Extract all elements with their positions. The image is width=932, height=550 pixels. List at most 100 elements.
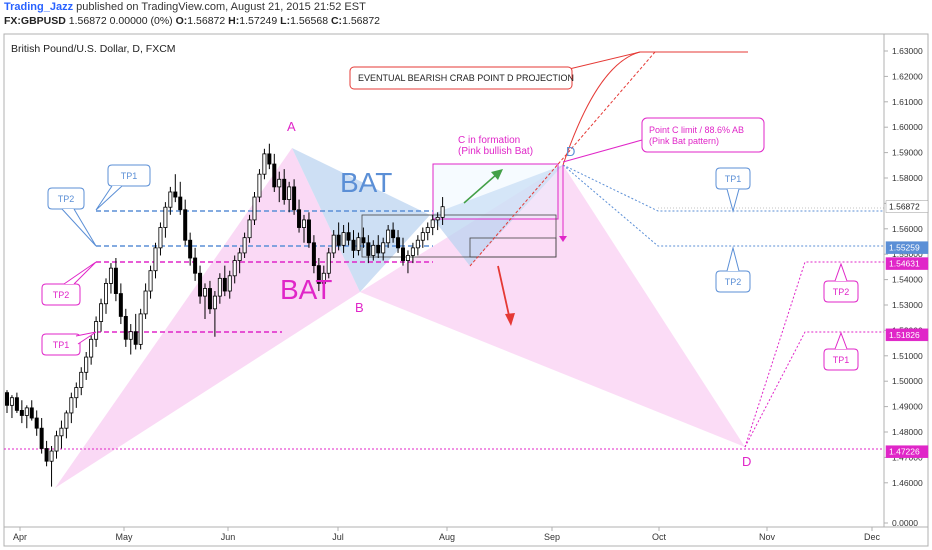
red-callout-leader	[564, 51, 641, 71]
candle	[321, 265, 326, 294]
x-tick-label: Sep	[544, 532, 560, 542]
candle	[252, 191, 257, 225]
y-tick-label: 1.53000	[892, 300, 923, 310]
low-value: 1.56568	[290, 15, 329, 27]
price-axis-label: 1.56872	[885, 200, 929, 213]
candle	[14, 392, 19, 413]
point-d-blue-label: D	[566, 144, 575, 159]
candle	[386, 224, 391, 248]
candle	[430, 214, 435, 236]
y-tick-label: 1.60000	[892, 122, 923, 132]
close-label: C:	[330, 15, 343, 27]
candle	[410, 242, 415, 264]
high-value: 1.57249	[239, 15, 278, 27]
x-tick-label: Nov	[759, 532, 776, 542]
candle	[217, 273, 222, 304]
candle	[64, 410, 69, 439]
candle	[356, 232, 361, 256]
candle	[138, 308, 143, 350]
open-label: O:	[175, 15, 188, 27]
tp1-blue-right-callout: TP1	[715, 167, 751, 213]
candle	[207, 280, 212, 314]
candle	[193, 247, 198, 281]
candle	[39, 418, 44, 454]
candle	[297, 199, 302, 233]
candle	[74, 382, 79, 408]
svg-text:1.47226: 1.47226	[889, 447, 920, 457]
c-limit-callout-leader	[562, 139, 643, 163]
candle	[108, 263, 113, 294]
svg-text:TP1: TP1	[121, 171, 138, 181]
tp2-blue-left-callout: TP2	[47, 187, 97, 247]
x-tick-label: Aug	[439, 532, 455, 542]
candle	[292, 179, 297, 215]
red-down-arrow-head	[505, 313, 515, 326]
price-axis-label: 1.47226	[885, 445, 929, 458]
high-label: H:	[228, 15, 240, 27]
blue-projection-tp1	[562, 164, 884, 212]
candle	[29, 400, 34, 421]
c-formation-line2: (Pink bullish Bat)	[458, 146, 533, 157]
candle	[99, 298, 104, 332]
pink-vertical-arrowhead	[559, 236, 567, 242]
low-label: L:	[280, 15, 291, 27]
candle	[237, 247, 242, 274]
candle	[202, 283, 207, 319]
tp2-blue-right-callout: TP2	[715, 246, 751, 293]
candle	[163, 202, 168, 238]
x-tick-label: Jun	[221, 532, 236, 542]
candle	[341, 224, 346, 253]
bat-pink-label: BAT	[280, 274, 332, 305]
point-a-label: A	[287, 119, 296, 134]
publish-line: Trading_Jazz published on TradingView.co…	[4, 1, 366, 13]
candle	[143, 283, 148, 319]
y-tick-label: 1.51000	[892, 351, 923, 361]
x-tick-label: Jul	[332, 532, 344, 542]
candle	[400, 237, 405, 266]
candle	[326, 247, 331, 279]
candle	[371, 240, 376, 261]
author-link[interactable]: Trading_Jazz	[4, 1, 74, 13]
svg-text:1.51826: 1.51826	[889, 330, 920, 340]
point-d-pink-label: D	[742, 454, 751, 469]
symbol: FX:GBPUSD	[4, 15, 66, 27]
candle	[34, 410, 39, 436]
y-tick-label: 1.61000	[892, 97, 923, 107]
ohlc-line: FX:GBPUSD 1.56872 0.00000 (0%) O:1.56872…	[4, 15, 380, 27]
y-tick-label: 1.55000	[892, 249, 923, 259]
publish-info: published on TradingView.com, August 21,…	[76, 1, 366, 13]
candle	[415, 235, 420, 256]
y-tick-label: 1.46000	[892, 478, 923, 488]
svg-text:1.54631: 1.54631	[889, 259, 920, 269]
open-value: 1.56872	[187, 15, 226, 27]
candle	[128, 324, 133, 355]
candle	[366, 235, 371, 264]
candle	[242, 232, 247, 259]
candle	[425, 222, 430, 241]
candle	[84, 351, 89, 380]
candle	[405, 250, 410, 274]
svg-text:1.55259: 1.55259	[889, 243, 920, 253]
green-up-arrow-shaft	[463, 173, 498, 204]
candle	[9, 395, 14, 419]
candle	[440, 197, 445, 225]
candle	[148, 265, 153, 299]
candle	[178, 181, 183, 215]
candle	[267, 143, 272, 170]
y-tick-label: 1.50000	[892, 376, 923, 386]
svg-text:1.56872: 1.56872	[889, 202, 920, 212]
red-crab-curve	[562, 51, 641, 166]
candle	[158, 222, 163, 256]
candle	[69, 392, 74, 424]
range-box	[361, 214, 557, 258]
candle	[311, 235, 316, 274]
tp1-pink-left-callout: TP1	[41, 331, 97, 356]
candle	[232, 255, 237, 284]
candle	[123, 308, 128, 347]
candle	[89, 334, 94, 365]
candle	[49, 445, 54, 487]
candle	[133, 313, 138, 350]
candle	[183, 199, 188, 246]
x-tick-label: Dec	[864, 532, 881, 542]
